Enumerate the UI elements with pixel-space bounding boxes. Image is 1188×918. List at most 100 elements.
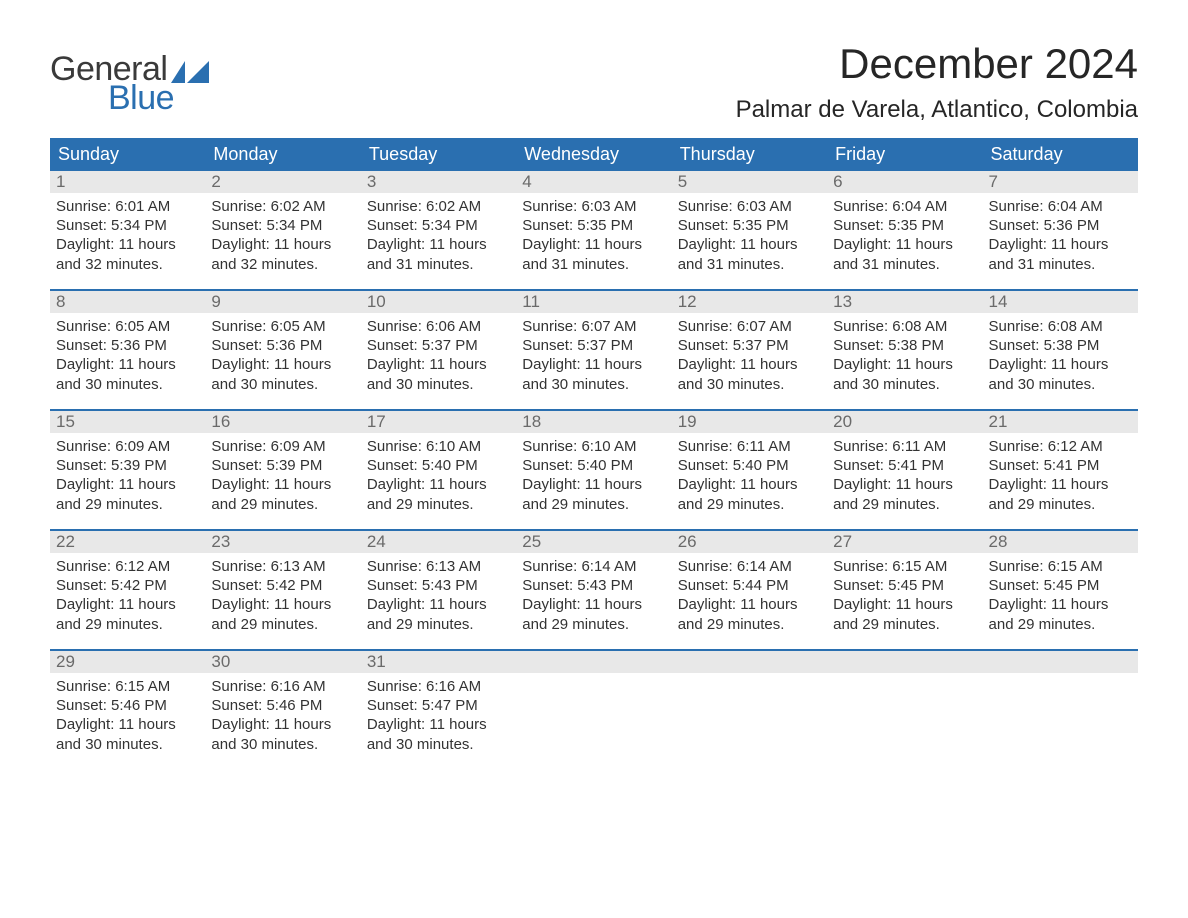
calendar-day-cell: 7Sunrise: 6:04 AMSunset: 5:36 PMDaylight…: [983, 171, 1138, 289]
sunrise-line: Sunrise: 6:08 AM: [833, 317, 976, 336]
calendar-day-cell: [983, 651, 1138, 769]
sunrise-line: Sunrise: 6:05 AM: [211, 317, 354, 336]
sunrise-line: Sunrise: 6:02 AM: [367, 197, 510, 216]
daylight-line: Daylight: 11 hours and 30 minutes.: [833, 355, 976, 393]
sunrise-line: Sunrise: 6:03 AM: [678, 197, 821, 216]
calendar-day-cell: 4Sunrise: 6:03 AMSunset: 5:35 PMDaylight…: [516, 171, 671, 289]
day-content: Sunrise: 6:10 AMSunset: 5:40 PMDaylight:…: [361, 433, 516, 520]
sunset-line: Sunset: 5:35 PM: [833, 216, 976, 235]
sunrise-line: Sunrise: 6:09 AM: [211, 437, 354, 456]
calendar-day-cell: 14Sunrise: 6:08 AMSunset: 5:38 PMDayligh…: [983, 291, 1138, 409]
day-number: [827, 651, 982, 673]
calendar-day-cell: 25Sunrise: 6:14 AMSunset: 5:43 PMDayligh…: [516, 531, 671, 649]
sunset-line: Sunset: 5:36 PM: [989, 216, 1132, 235]
day-number: 14: [983, 291, 1138, 313]
calendar-day-cell: 22Sunrise: 6:12 AMSunset: 5:42 PMDayligh…: [50, 531, 205, 649]
day-number: 26: [672, 531, 827, 553]
sunrise-line: Sunrise: 6:09 AM: [56, 437, 199, 456]
sunset-line: Sunset: 5:37 PM: [678, 336, 821, 355]
daylight-line: Daylight: 11 hours and 29 minutes.: [56, 475, 199, 513]
daylight-line: Daylight: 11 hours and 29 minutes.: [56, 595, 199, 633]
sunset-line: Sunset: 5:46 PM: [56, 696, 199, 715]
day-number: 25: [516, 531, 671, 553]
day-number: 4: [516, 171, 671, 193]
day-content: Sunrise: 6:06 AMSunset: 5:37 PMDaylight:…: [361, 313, 516, 400]
daylight-line: Daylight: 11 hours and 29 minutes.: [211, 595, 354, 633]
daylight-line: Daylight: 11 hours and 32 minutes.: [211, 235, 354, 273]
sunrise-line: Sunrise: 6:14 AM: [678, 557, 821, 576]
sunset-line: Sunset: 5:41 PM: [833, 456, 976, 475]
day-content: Sunrise: 6:03 AMSunset: 5:35 PMDaylight:…: [516, 193, 671, 280]
daylight-line: Daylight: 11 hours and 30 minutes.: [367, 715, 510, 753]
sunrise-line: Sunrise: 6:07 AM: [678, 317, 821, 336]
daylight-line: Daylight: 11 hours and 30 minutes.: [211, 715, 354, 753]
daylight-line: Daylight: 11 hours and 29 minutes.: [989, 595, 1132, 633]
daylight-line: Daylight: 11 hours and 29 minutes.: [522, 595, 665, 633]
calendar-day-cell: 8Sunrise: 6:05 AMSunset: 5:36 PMDaylight…: [50, 291, 205, 409]
calendar-day-cell: 20Sunrise: 6:11 AMSunset: 5:41 PMDayligh…: [827, 411, 982, 529]
title-block: December 2024 Palmar de Varela, Atlantic…: [736, 40, 1138, 124]
daylight-line: Daylight: 11 hours and 31 minutes.: [989, 235, 1132, 273]
daylight-line: Daylight: 11 hours and 29 minutes.: [211, 475, 354, 513]
calendar-day-cell: [672, 651, 827, 769]
day-number: 24: [361, 531, 516, 553]
day-number: 30: [205, 651, 360, 673]
sunset-line: Sunset: 5:45 PM: [989, 576, 1132, 595]
day-number: [672, 651, 827, 673]
day-number: 9: [205, 291, 360, 313]
calendar-day-cell: 10Sunrise: 6:06 AMSunset: 5:37 PMDayligh…: [361, 291, 516, 409]
sunset-line: Sunset: 5:42 PM: [211, 576, 354, 595]
day-number: 13: [827, 291, 982, 313]
sunset-line: Sunset: 5:37 PM: [522, 336, 665, 355]
calendar-week: 29Sunrise: 6:15 AMSunset: 5:46 PMDayligh…: [50, 649, 1138, 769]
sunrise-line: Sunrise: 6:03 AM: [522, 197, 665, 216]
sunset-line: Sunset: 5:41 PM: [989, 456, 1132, 475]
day-content: Sunrise: 6:08 AMSunset: 5:38 PMDaylight:…: [983, 313, 1138, 400]
day-number: 20: [827, 411, 982, 433]
day-content: Sunrise: 6:14 AMSunset: 5:43 PMDaylight:…: [516, 553, 671, 640]
day-content: Sunrise: 6:12 AMSunset: 5:41 PMDaylight:…: [983, 433, 1138, 520]
sunset-line: Sunset: 5:38 PM: [989, 336, 1132, 355]
day-header-sat: Saturday: [983, 138, 1138, 171]
daylight-line: Daylight: 11 hours and 31 minutes.: [367, 235, 510, 273]
day-number: 12: [672, 291, 827, 313]
day-header-tue: Tuesday: [361, 138, 516, 171]
day-content: Sunrise: 6:05 AMSunset: 5:36 PMDaylight:…: [205, 313, 360, 400]
sunrise-line: Sunrise: 6:10 AM: [367, 437, 510, 456]
sunset-line: Sunset: 5:34 PM: [211, 216, 354, 235]
day-header-mon: Monday: [205, 138, 360, 171]
sunrise-line: Sunrise: 6:10 AM: [522, 437, 665, 456]
day-content: Sunrise: 6:02 AMSunset: 5:34 PMDaylight:…: [361, 193, 516, 280]
day-header-fri: Friday: [827, 138, 982, 171]
day-content: Sunrise: 6:03 AMSunset: 5:35 PMDaylight:…: [672, 193, 827, 280]
day-number: 17: [361, 411, 516, 433]
calendar-day-cell: [827, 651, 982, 769]
logo: General Blue: [50, 50, 209, 118]
sunrise-line: Sunrise: 6:15 AM: [56, 677, 199, 696]
daylight-line: Daylight: 11 hours and 29 minutes.: [367, 475, 510, 513]
header: General Blue December 2024 Palmar de Var…: [50, 40, 1138, 124]
calendar-day-cell: 18Sunrise: 6:10 AMSunset: 5:40 PMDayligh…: [516, 411, 671, 529]
day-content: Sunrise: 6:12 AMSunset: 5:42 PMDaylight:…: [50, 553, 205, 640]
day-content: Sunrise: 6:04 AMSunset: 5:35 PMDaylight:…: [827, 193, 982, 280]
sunset-line: Sunset: 5:42 PM: [56, 576, 199, 595]
day-content: Sunrise: 6:04 AMSunset: 5:36 PMDaylight:…: [983, 193, 1138, 280]
calendar-day-cell: 30Sunrise: 6:16 AMSunset: 5:46 PMDayligh…: [205, 651, 360, 769]
sunrise-line: Sunrise: 6:05 AM: [56, 317, 199, 336]
day-content: Sunrise: 6:09 AMSunset: 5:39 PMDaylight:…: [205, 433, 360, 520]
calendar-day-cell: 31Sunrise: 6:16 AMSunset: 5:47 PMDayligh…: [361, 651, 516, 769]
sunrise-line: Sunrise: 6:04 AM: [989, 197, 1132, 216]
day-header-sun: Sunday: [50, 138, 205, 171]
day-content: Sunrise: 6:14 AMSunset: 5:44 PMDaylight:…: [672, 553, 827, 640]
calendar-week: 1Sunrise: 6:01 AMSunset: 5:34 PMDaylight…: [50, 171, 1138, 289]
sunrise-line: Sunrise: 6:16 AM: [211, 677, 354, 696]
daylight-line: Daylight: 11 hours and 29 minutes.: [367, 595, 510, 633]
daylight-line: Daylight: 11 hours and 31 minutes.: [833, 235, 976, 273]
daylight-line: Daylight: 11 hours and 29 minutes.: [989, 475, 1132, 513]
calendar-day-cell: 6Sunrise: 6:04 AMSunset: 5:35 PMDaylight…: [827, 171, 982, 289]
calendar-day-cell: 15Sunrise: 6:09 AMSunset: 5:39 PMDayligh…: [50, 411, 205, 529]
calendar-day-cell: 2Sunrise: 6:02 AMSunset: 5:34 PMDaylight…: [205, 171, 360, 289]
sunset-line: Sunset: 5:35 PM: [678, 216, 821, 235]
day-content: Sunrise: 6:08 AMSunset: 5:38 PMDaylight:…: [827, 313, 982, 400]
calendar-day-cell: 11Sunrise: 6:07 AMSunset: 5:37 PMDayligh…: [516, 291, 671, 409]
